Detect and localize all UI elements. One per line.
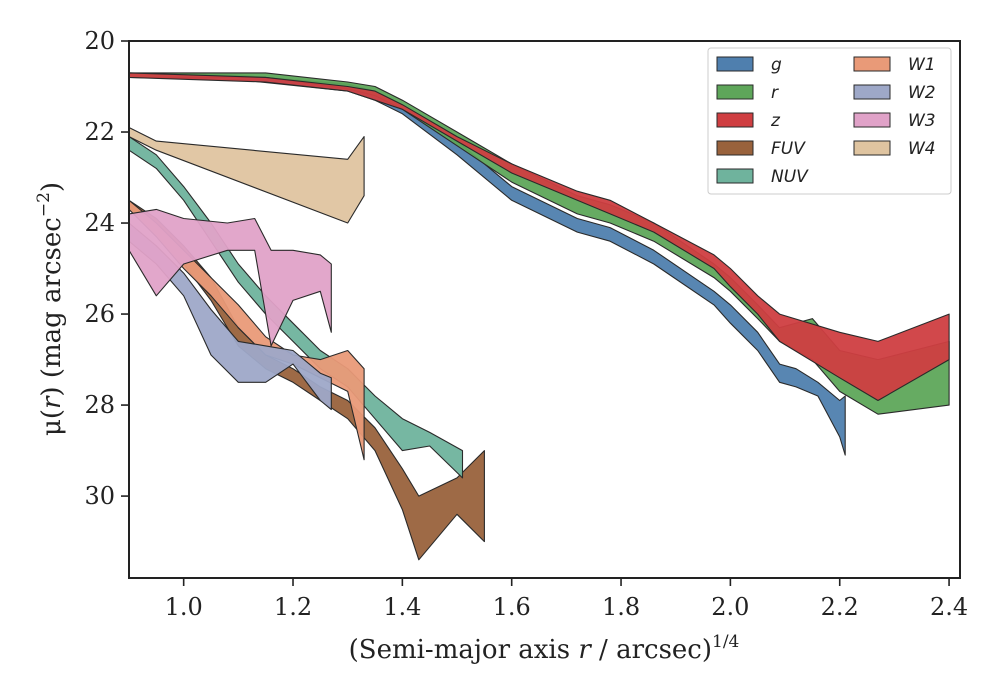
legend-swatch-w2 xyxy=(853,84,891,100)
legend-label-w4: W4 xyxy=(908,139,936,159)
x-tick-label: 1.0 xyxy=(165,593,203,621)
y-axis-label-exponent: −2 xyxy=(34,192,54,217)
y-axis-label-close: ) xyxy=(37,182,67,192)
legend-swatch-w1 xyxy=(853,56,891,72)
legend-swatch-nuv xyxy=(716,168,754,184)
y-tick-label: 26 xyxy=(84,300,115,328)
y-tick-label: 20 xyxy=(84,27,115,55)
legend-swatch-g xyxy=(716,56,754,72)
legend-label-r: r xyxy=(771,83,779,103)
band-z xyxy=(128,72,950,402)
band-w4 xyxy=(128,126,365,224)
legend-swatch-w3 xyxy=(853,112,891,128)
x-tick-label: 2.2 xyxy=(821,593,859,621)
legend-label-w3: W3 xyxy=(908,111,936,131)
x-axis-label: (Semi-major axis r / arcsec)1/4 xyxy=(349,632,740,665)
x-axis: 1.0 1.2 1.4 1.6 1.8 2.0 2.2 2.4 xyxy=(165,578,968,621)
y-tick-label: 30 xyxy=(84,482,115,510)
band-w3 xyxy=(128,208,332,347)
legend-swatch-w4 xyxy=(853,140,891,156)
x-axis-label-pre: (Semi-major axis xyxy=(349,635,579,665)
x-axis-label-post: / arcsec) xyxy=(591,635,712,665)
legend-swatch-r xyxy=(716,84,754,100)
y-axis-label-var: r xyxy=(37,395,67,409)
x-axis-label-exponent: 1/4 xyxy=(712,632,739,652)
x-tick-label: 1.4 xyxy=(383,593,421,621)
x-tick-label: 1.6 xyxy=(493,593,531,621)
band-w2 xyxy=(128,222,332,411)
legend-label-z: z xyxy=(770,111,781,131)
y-tick-label: 28 xyxy=(84,391,115,419)
x-axis-label-var: r xyxy=(578,635,592,665)
legend-label-nuv: NUV xyxy=(771,167,809,187)
legend-label-g: g xyxy=(771,55,782,75)
legend-swatch-z xyxy=(716,112,754,128)
band-w1 xyxy=(128,199,365,461)
y-tick-label: 22 xyxy=(84,118,115,146)
data-bands xyxy=(128,72,950,561)
band-nuv xyxy=(128,136,464,479)
x-tick-label: 2.0 xyxy=(711,593,749,621)
y-axis: 20 22 24 26 28 30 xyxy=(84,27,129,510)
x-tick-label: 2.4 xyxy=(930,593,968,621)
y-axis-label-mu: μ( xyxy=(37,409,67,436)
y-axis-label-post: ) (mag arcsec xyxy=(37,217,67,396)
x-tick-label: 1.8 xyxy=(602,593,640,621)
plot-frame xyxy=(128,40,961,579)
y-tick-label: 24 xyxy=(84,209,115,237)
legend-label-fuv: FUV xyxy=(771,139,806,159)
legend: grz FUV NUV W1 W2 W3 W4 xyxy=(707,47,952,195)
y-axis-label: μ(r) (mag arcsec−2) xyxy=(34,182,67,436)
legend-label-w2: W2 xyxy=(908,83,936,103)
legend-swatch-fuv xyxy=(716,140,754,156)
legend-label-w1: W1 xyxy=(908,55,936,75)
x-tick-label: 1.2 xyxy=(274,593,312,621)
band-g xyxy=(128,72,846,456)
